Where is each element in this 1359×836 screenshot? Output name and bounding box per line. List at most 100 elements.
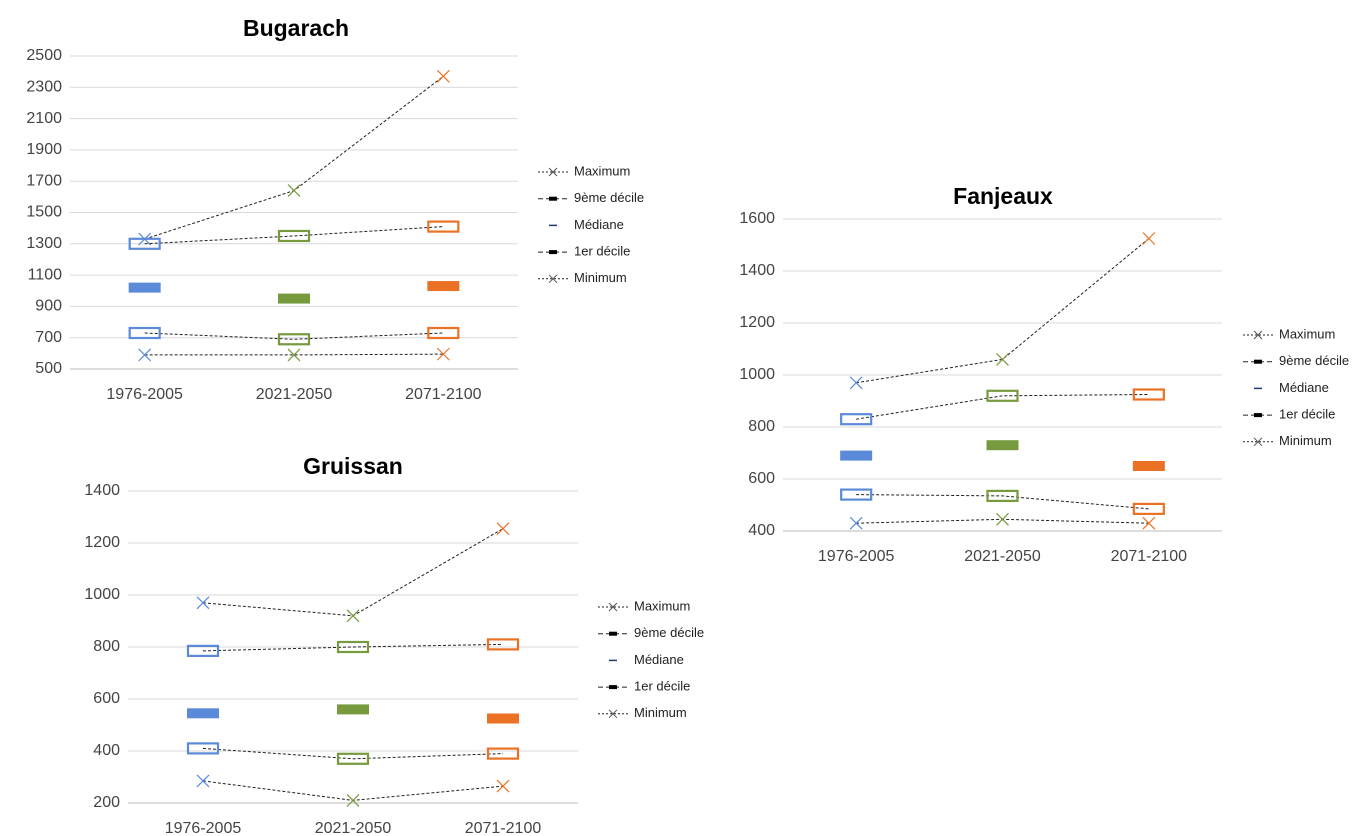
x-marker: [346, 609, 360, 623]
x-tick-label: 2071-2100: [1111, 548, 1188, 565]
decile-box: [1132, 388, 1165, 401]
decile-box: [486, 747, 520, 760]
x-marker: [849, 376, 863, 390]
series-line: [202, 528, 504, 617]
y-tick-label: 1200: [739, 314, 775, 331]
decile-box: [427, 326, 460, 340]
median-bar: [187, 708, 219, 719]
legend-label: 9ème décile: [574, 190, 644, 205]
y-tick-label: 600: [748, 470, 775, 487]
decile-box: [277, 229, 311, 243]
legend-label: Minimum: [574, 270, 627, 285]
median-bar: [1132, 461, 1165, 471]
decile-box: [336, 640, 370, 654]
x-marker: [196, 596, 210, 610]
series-line: [856, 238, 1150, 384]
median-bar: [487, 713, 519, 724]
x-marker: [1142, 232, 1156, 245]
series-line: [856, 494, 1149, 510]
y-tick-label: 1400: [739, 262, 775, 279]
median-bar: [986, 440, 1019, 451]
y-tick-label: 1700: [26, 172, 62, 189]
x-marker: [1142, 516, 1156, 530]
median-bar: [278, 293, 310, 304]
y-tick-label: 900: [35, 298, 62, 315]
chart-title: Fanjeaux: [953, 183, 1053, 209]
legend-label: 9ème décile: [634, 625, 704, 640]
decile-box: [128, 326, 161, 340]
legend-marker: [1253, 437, 1263, 447]
decile-box: [840, 488, 873, 501]
decile-box: [840, 413, 873, 426]
legend-label: Médiane: [574, 217, 624, 232]
x-marker: [436, 347, 450, 361]
y-tick-label: 1300: [26, 235, 62, 252]
legend-label: 1er décile: [634, 679, 690, 694]
x-tick-label: 1976-2005: [165, 820, 242, 836]
legend-label: Minimum: [634, 705, 687, 720]
y-tick-label: 1100: [28, 266, 63, 283]
series-line: [202, 643, 504, 652]
legend-label: 9ème décile: [1279, 353, 1349, 368]
legend-marker: [609, 685, 617, 690]
y-tick-label: 600: [93, 690, 120, 707]
y-tick-label: 1000: [739, 366, 775, 383]
decile-box: [986, 389, 1019, 402]
series-line: [856, 394, 1149, 420]
y-tick-label: 1000: [84, 586, 120, 603]
x-tick-label: 2071-2100: [465, 820, 542, 836]
decile-box: [427, 220, 460, 233]
legend-marker: [609, 631, 617, 636]
x-marker: [996, 512, 1009, 526]
legend-label: Maximum: [634, 598, 690, 613]
chart-title: Gruissan: [303, 453, 403, 479]
median-bar: [128, 282, 161, 293]
legend-label: 1er décile: [1279, 407, 1335, 422]
x-marker: [436, 69, 450, 83]
decile-box: [336, 752, 370, 765]
legend-marker: [1254, 413, 1262, 418]
chart-title: Bugarach: [243, 15, 349, 41]
x-tick-label: 2021-2050: [964, 548, 1041, 565]
x-marker: [496, 522, 510, 536]
decile-box: [486, 638, 520, 651]
legend-label: Médiane: [634, 652, 684, 667]
legend-marker: [608, 602, 618, 612]
x-marker: [849, 516, 863, 530]
x-marker: [496, 779, 510, 793]
decile-box: [186, 742, 220, 755]
x-tick-label: 2021-2050: [315, 820, 392, 836]
y-tick-label: 1900: [26, 141, 62, 158]
x-marker: [196, 774, 210, 788]
decile-box: [186, 644, 220, 658]
decile-box: [128, 237, 161, 250]
y-tick-label: 400: [93, 742, 120, 759]
x-tick-label: 2021-2050: [256, 386, 333, 403]
legend-marker: [1254, 359, 1262, 364]
y-tick-label: 400: [748, 522, 775, 539]
legend-marker: [1253, 330, 1263, 340]
median-bar: [840, 450, 873, 461]
series-line: [202, 747, 504, 760]
y-tick-label: 1400: [84, 482, 120, 499]
series-line: [202, 780, 504, 801]
decile-box: [1132, 502, 1165, 515]
x-tick-label: 1976-2005: [106, 386, 183, 403]
y-tick-label: 2100: [26, 110, 62, 127]
x-tick-label: 2071-2100: [405, 386, 482, 403]
x-tick-label: 1976-2005: [818, 548, 895, 565]
y-tick-label: 700: [35, 329, 62, 346]
y-tick-label: 200: [93, 794, 120, 811]
series-line: [144, 75, 444, 240]
y-tick-label: 1500: [26, 204, 62, 221]
y-tick-label: 1600: [739, 210, 775, 227]
legend-marker: [548, 167, 558, 177]
x-marker: [287, 348, 301, 362]
x-marker: [996, 352, 1009, 366]
legend-marker: [548, 274, 558, 284]
decile-box: [986, 489, 1019, 502]
median-bar: [427, 281, 460, 292]
y-tick-label: 2300: [26, 79, 62, 96]
